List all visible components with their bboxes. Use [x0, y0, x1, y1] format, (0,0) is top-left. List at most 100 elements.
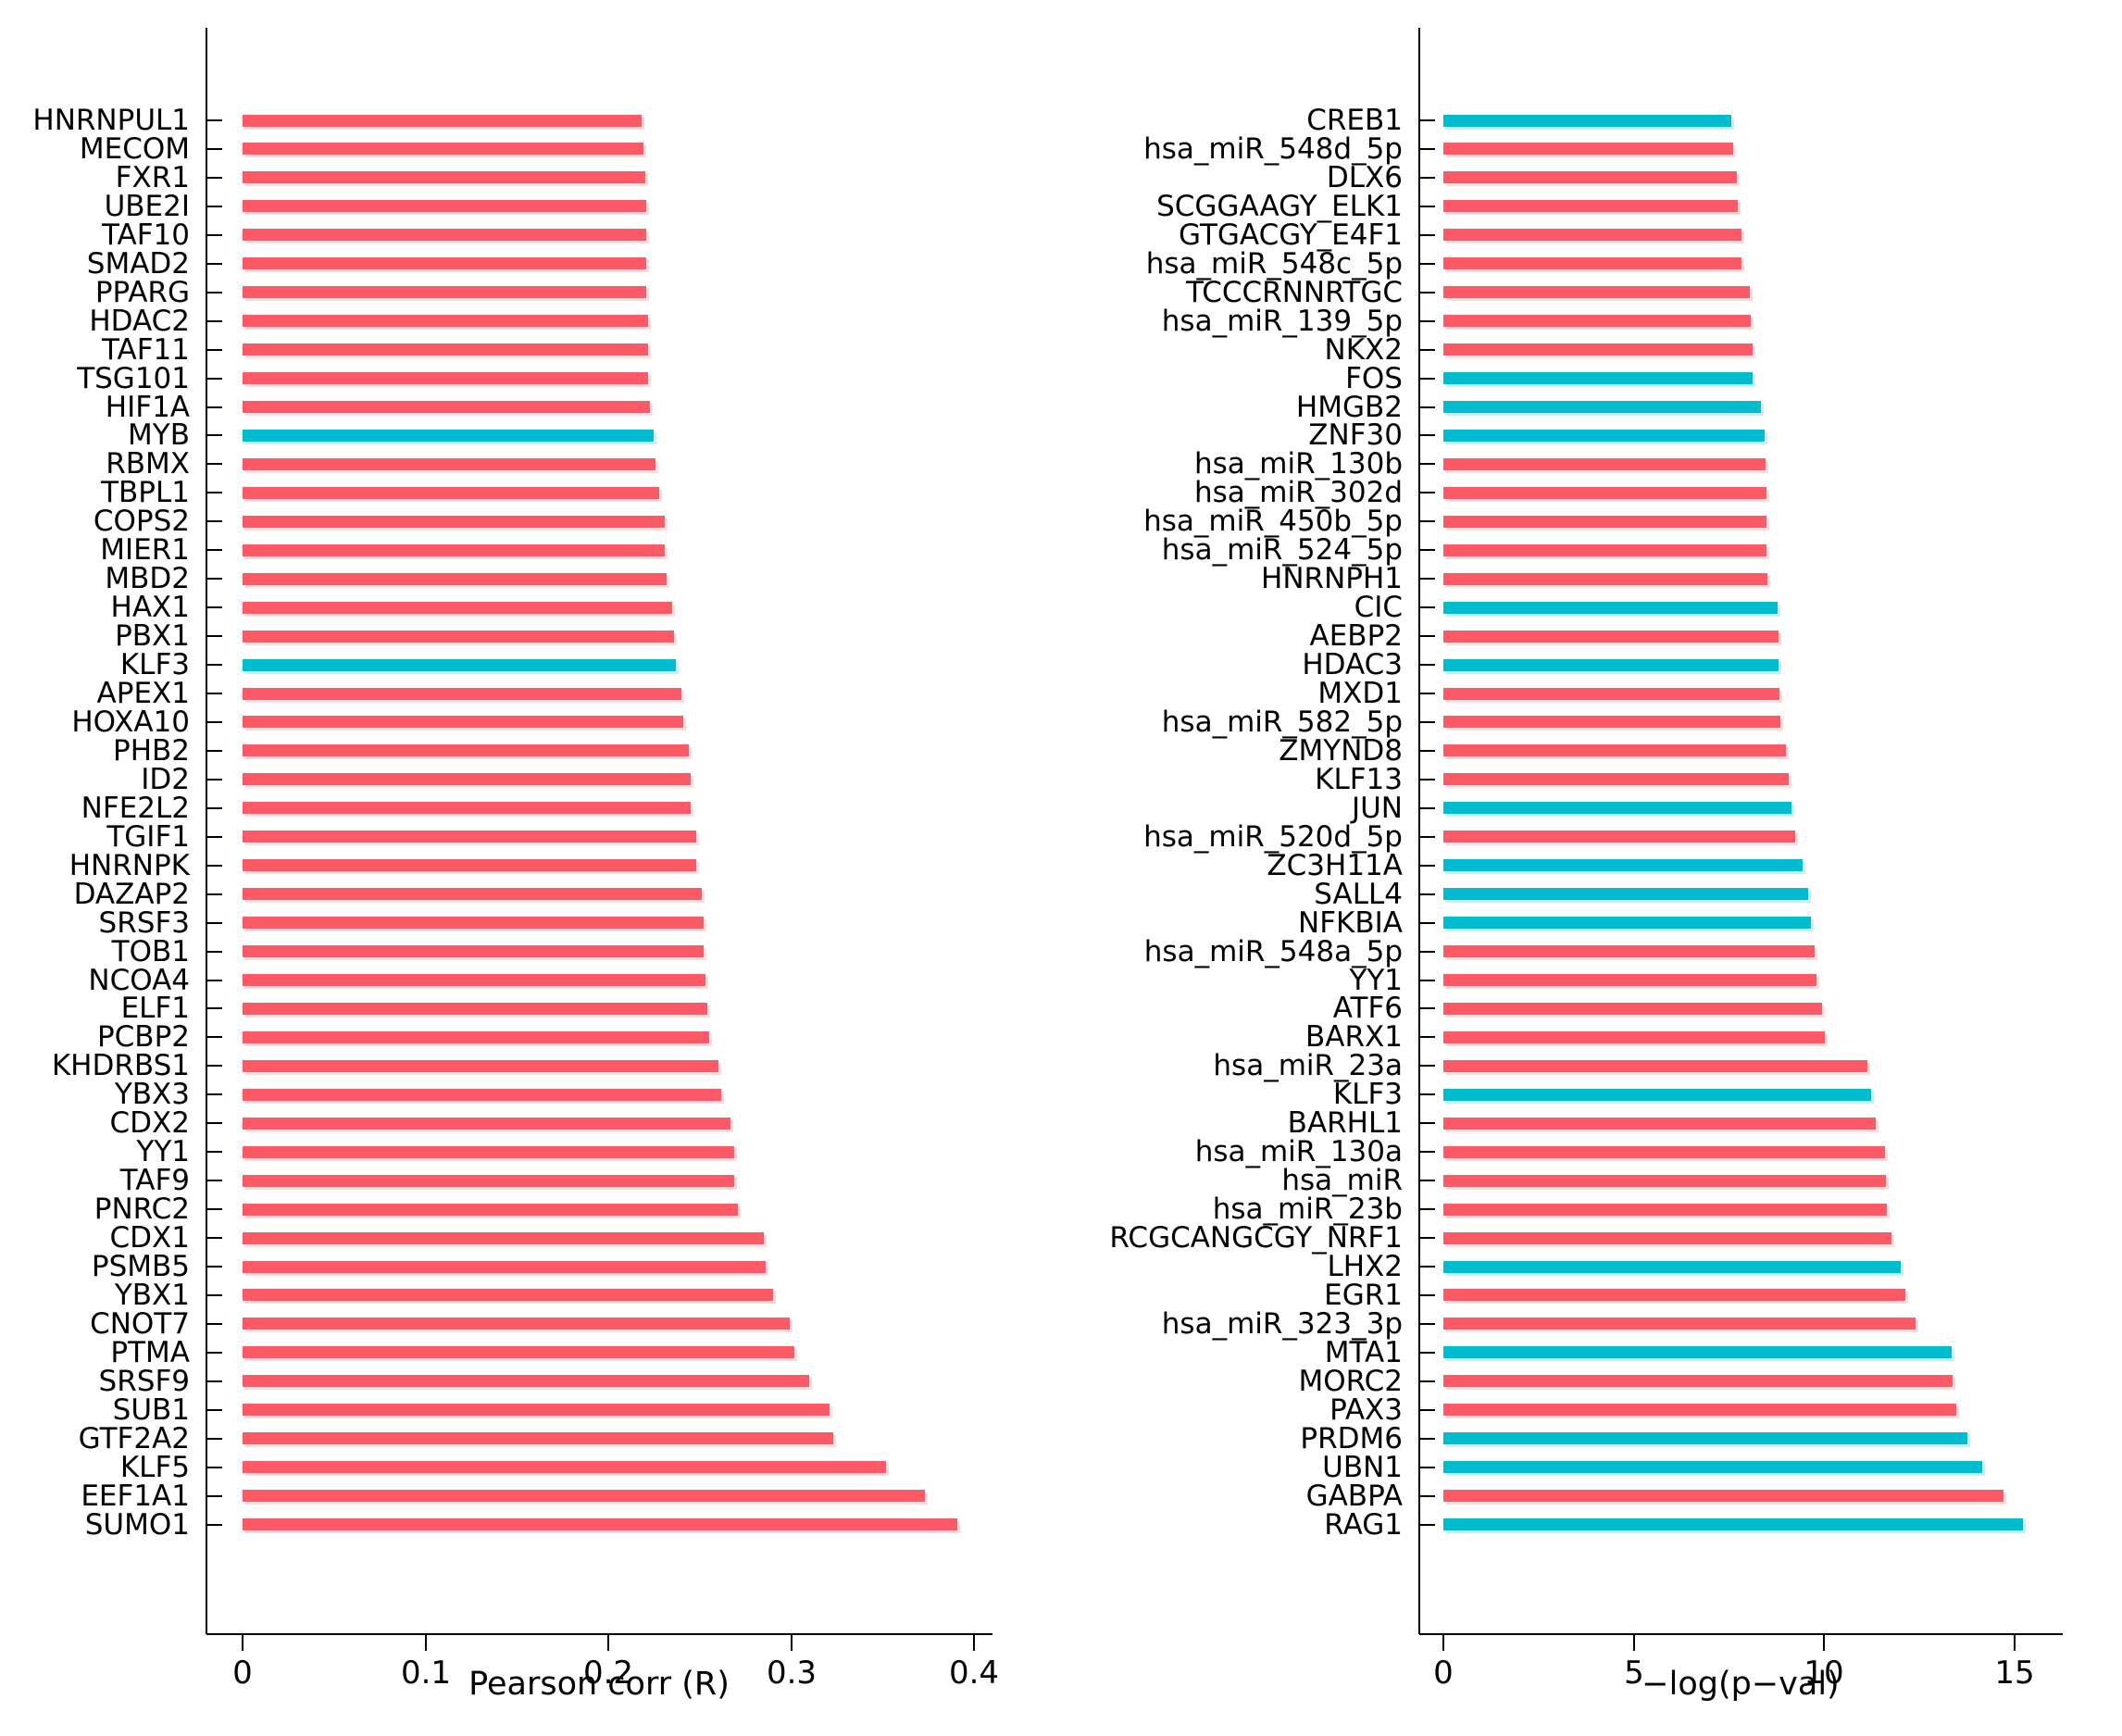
row-label: RAG1: [1324, 1508, 1403, 1542]
y-tick: [206, 836, 222, 838]
row-label: MTA1: [1324, 1336, 1403, 1369]
bar: [1443, 458, 1766, 470]
bar: [243, 1261, 766, 1273]
bar: [243, 1175, 734, 1187]
y-tick: [1419, 865, 1435, 867]
bar: [243, 1289, 773, 1301]
row-label: SALL4: [1314, 878, 1403, 911]
bar: [243, 831, 696, 843]
bar: [243, 744, 689, 756]
row-label: PCBP2: [96, 1020, 190, 1054]
bar: [243, 401, 650, 413]
y-tick: [206, 1208, 222, 1210]
row-label: HAX1: [110, 591, 190, 624]
y-tick: [1419, 349, 1435, 351]
x-axis-title-left: Pearson corr (R): [468, 1666, 730, 1703]
bar: [243, 1118, 730, 1130]
bar: [1443, 1175, 1886, 1187]
bar: [243, 859, 696, 871]
row-label: BARX1: [1305, 1020, 1403, 1054]
bar: [243, 1089, 721, 1101]
y-tick: [206, 1380, 222, 1382]
bar: [243, 1518, 957, 1530]
x-tick: [2014, 1634, 2016, 1651]
bar: [243, 888, 702, 900]
y-tick: [206, 1467, 222, 1468]
bar: [1443, 372, 1753, 384]
y-tick: [206, 922, 222, 924]
row-label: BARHL1: [1287, 1106, 1403, 1140]
row-label: TAF11: [101, 333, 190, 367]
bar: [1443, 573, 1767, 585]
x-tick: [1442, 1634, 1444, 1651]
bar: [243, 458, 655, 470]
y-tick: [206, 1409, 222, 1411]
row-label: KLF3: [1332, 1078, 1403, 1111]
y-tick: [206, 721, 222, 723]
row-label: APEX1: [96, 677, 190, 710]
x-tick: [1633, 1634, 1635, 1651]
row-label: SMAD2: [86, 247, 190, 281]
row-label: PPARG: [94, 276, 190, 309]
row-label: HDAC3: [1302, 648, 1403, 681]
row-label: SUMO1: [84, 1508, 190, 1542]
bar: [1443, 343, 1753, 356]
y-tick: [1419, 292, 1435, 293]
y-tick: [1419, 1524, 1435, 1526]
bar: [1443, 1318, 1916, 1330]
y-tick: [206, 1065, 222, 1067]
x-tick-label: 5: [1624, 1655, 1644, 1692]
y-tick: [1419, 1294, 1435, 1296]
bar: [243, 544, 665, 556]
bar: [1443, 200, 1738, 212]
y-tick: [206, 320, 222, 322]
y-tick: [206, 492, 222, 493]
y-tick: [206, 1438, 222, 1440]
x-tick-label: 0.1: [400, 1655, 452, 1692]
bar: [243, 286, 646, 298]
bar: [243, 1318, 790, 1330]
row-label: MBD2: [105, 562, 190, 595]
bar: [243, 171, 645, 183]
row-label: hsa_miR_548a_5p: [1143, 935, 1403, 968]
bar: [1443, 859, 1803, 871]
bar: [243, 200, 646, 212]
row-label: PTMA: [110, 1336, 190, 1369]
bar: [1443, 1461, 1982, 1473]
row-label: FXR1: [115, 161, 190, 194]
x-tick-label: 0.4: [948, 1655, 1000, 1692]
row-label: TSG101: [77, 362, 190, 395]
bar: [1443, 773, 1789, 785]
bar: [1443, 1146, 1885, 1158]
y-tick: [1419, 492, 1435, 493]
row-label: hsa_miR: [1281, 1164, 1403, 1197]
x-tick: [425, 1634, 427, 1651]
y-tick: [206, 292, 222, 293]
row-label: YBX1: [114, 1279, 190, 1312]
bar: [1443, 257, 1741, 269]
bar: [243, 945, 704, 957]
x-tick: [791, 1634, 793, 1651]
row-label: FOS: [1345, 362, 1403, 395]
bar: [243, 716, 683, 728]
y-tick: [206, 1495, 222, 1497]
bar: [1443, 286, 1750, 298]
bar: [1443, 1490, 2003, 1502]
y-tick: [1419, 520, 1435, 522]
row-label: ID2: [141, 763, 190, 796]
row-label: PAX3: [1329, 1393, 1403, 1427]
row-label: NFE2L2: [81, 792, 190, 825]
y-tick: [206, 693, 222, 694]
y-tick: [1419, 119, 1435, 121]
row-label: ELF1: [120, 992, 190, 1025]
row-label: hsa_miR_520d_5p: [1143, 820, 1403, 854]
bar: [243, 516, 665, 528]
bar: [1443, 1404, 1956, 1416]
bar: [1443, 401, 1761, 413]
y-tick: [206, 1266, 222, 1268]
bar: [243, 688, 681, 700]
y-tick: [206, 1122, 222, 1124]
bar: [1443, 945, 1815, 957]
y-tick: [1419, 234, 1435, 236]
row-label: EGR1: [1324, 1279, 1403, 1312]
